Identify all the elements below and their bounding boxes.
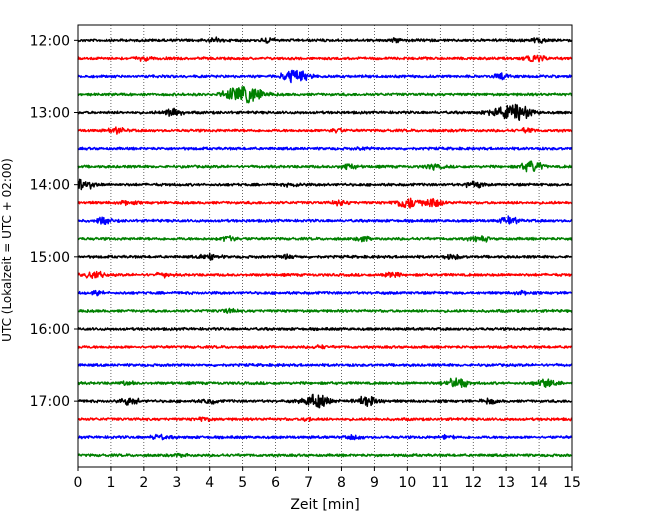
trace-line	[77, 215, 573, 225]
trace-line	[77, 234, 573, 243]
x-tick-label: 15	[563, 475, 581, 491]
trace-line	[77, 36, 573, 44]
trace-line	[77, 160, 573, 173]
trace-line	[77, 54, 573, 63]
trace-line	[77, 393, 573, 409]
trace-line	[77, 362, 573, 368]
trace-line	[77, 307, 573, 314]
x-tick-label: 4	[205, 475, 214, 491]
x-tick-label: 13	[497, 475, 515, 491]
y-tick-label: 15:00	[30, 250, 70, 266]
x-axis-ticks: 0 1 2 3 4 5 6 7 8 9 10 11 12 13 14 15	[74, 467, 581, 491]
trace-line	[77, 197, 573, 209]
x-tick-label: 7	[304, 475, 313, 491]
trace-line	[77, 126, 573, 135]
x-axis-label: Zeit [min]	[290, 497, 359, 513]
trace-line	[77, 85, 573, 104]
x-tick-label: 0	[74, 475, 83, 491]
trace-line	[77, 178, 573, 191]
y-tick-label: 12:00	[30, 33, 70, 49]
trace-line	[77, 146, 573, 151]
trace-line	[77, 416, 573, 423]
x-tick-label: 9	[370, 475, 379, 491]
trace-line	[77, 344, 573, 350]
y-tick-label: 16:00	[30, 322, 70, 338]
seismic-traces	[77, 36, 573, 458]
x-tick-label: 8	[337, 475, 346, 491]
y-axis-label: UTC (Lokalzeit = UTC + 02:00)	[0, 158, 14, 342]
trace-line	[77, 377, 573, 389]
x-tick-label: 10	[398, 475, 416, 491]
y-tick-label: 13:00	[30, 105, 70, 121]
x-tick-label: 6	[271, 475, 280, 491]
trace-line	[77, 252, 573, 261]
x-tick-label: 11	[431, 475, 449, 491]
trace-line	[77, 270, 573, 279]
y-tick-label: 17:00	[30, 394, 70, 410]
x-tick-label: 1	[106, 475, 115, 491]
trace-line	[77, 452, 573, 458]
y-axis-ticks: 12:00 13:00 14:00 15:00 16:00 17:00	[30, 33, 78, 410]
x-tick-label: 12	[464, 475, 482, 491]
trace-line	[77, 289, 573, 297]
plot-frame	[77, 24, 573, 468]
trace-line	[77, 103, 573, 121]
x-tick-label: 3	[172, 475, 181, 491]
trace-line	[77, 326, 573, 332]
trace-line	[77, 433, 573, 441]
x-tick-label: 2	[139, 475, 148, 491]
x-tick-label: 5	[238, 475, 247, 491]
y-tick-label: 14:00	[30, 178, 70, 194]
x-tick-label: 14	[530, 475, 548, 491]
trace-line	[77, 69, 573, 84]
